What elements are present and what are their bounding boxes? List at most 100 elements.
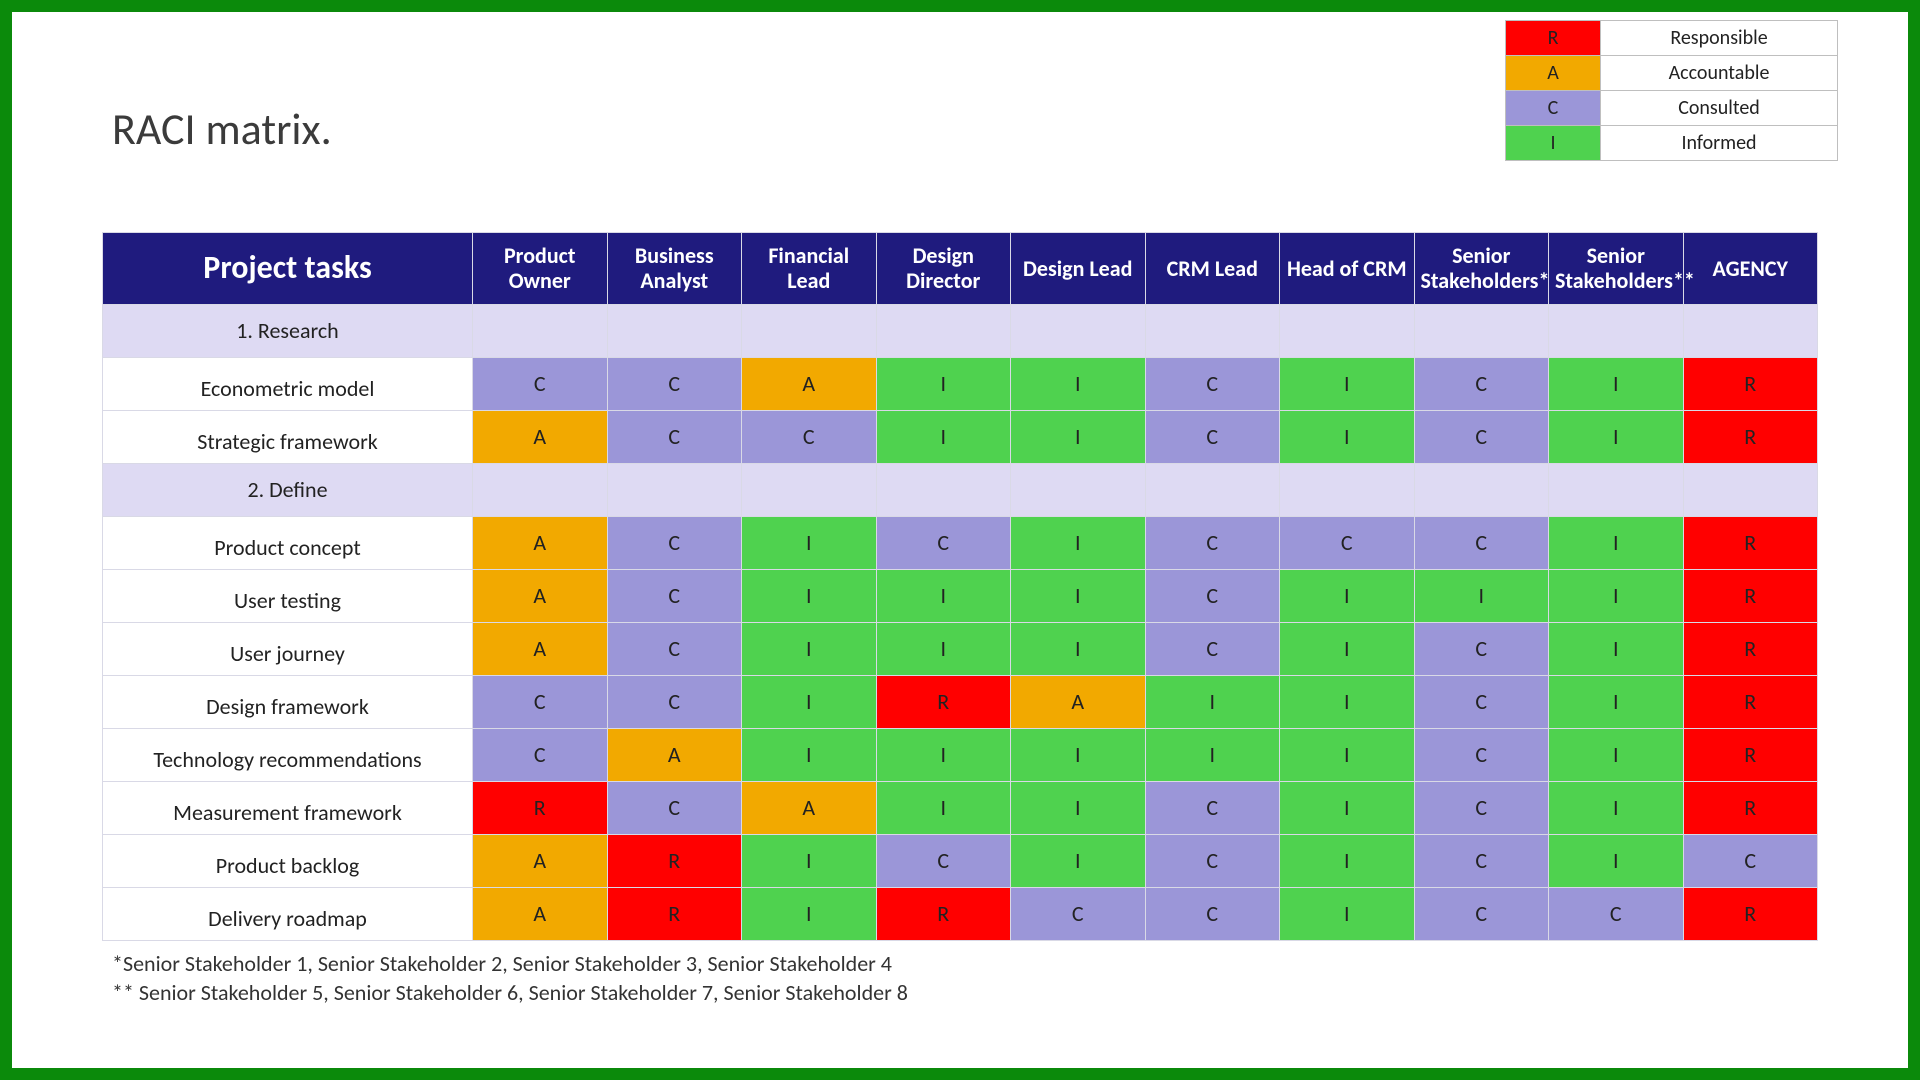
raci-cell: C [1414,675,1549,728]
section-row: 1. Research [103,304,1818,357]
task-label: User testing [103,569,473,622]
raci-cell: C [1145,781,1280,834]
raci-cell: C [473,357,608,410]
raci-cell: C [473,728,608,781]
raci-cell: C [1414,781,1549,834]
role-header: Senior Stakeholders** [1549,233,1684,305]
raci-cell: C [1145,887,1280,940]
raci-cell: A [473,622,608,675]
role-header: CRM Lead [1145,233,1280,305]
legend-label: Responsible [1601,21,1838,56]
section-spacer [1414,304,1549,357]
raci-cell: R [607,887,742,940]
raci-cell: R [1683,569,1818,622]
legend-label: Informed [1601,126,1838,161]
section-spacer [742,463,877,516]
task-row: Strategic frameworkACCIICICIR [103,410,1818,463]
role-header: Financial Lead [742,233,877,305]
task-row: User testingACIIICIIIR [103,569,1818,622]
footnotes: *Senior Stakeholder 1, Senior Stakeholde… [112,949,908,1008]
raci-cell: C [1549,887,1684,940]
raci-cell: C [1145,622,1280,675]
raci-cell: I [1280,675,1415,728]
raci-cell: C [1011,887,1146,940]
task-row: Technology recommendationsCAIIIIICIR [103,728,1818,781]
raci-cell: C [1414,834,1549,887]
legend-row: RResponsible [1506,21,1838,56]
legend-row: IInformed [1506,126,1838,161]
raci-cell: R [876,675,1011,728]
raci-cell: I [876,728,1011,781]
raci-cell: R [1683,728,1818,781]
task-label: Strategic framework [103,410,473,463]
raci-cell: R [1683,781,1818,834]
raci-cell: C [607,516,742,569]
raci-cell: A [1011,675,1146,728]
raci-cell: I [1145,728,1280,781]
raci-cell: R [473,781,608,834]
raci-cell: I [1549,569,1684,622]
task-row: Econometric modelCCAIICICIR [103,357,1818,410]
raci-matrix-table: Project tasksProduct OwnerBusiness Analy… [102,232,1818,941]
raci-cell: I [742,728,877,781]
raci-cell: I [1011,569,1146,622]
raci-cell: I [876,622,1011,675]
raci-cell: I [1011,728,1146,781]
task-label: Product concept [103,516,473,569]
raci-cell: I [1280,569,1415,622]
role-header: Design Lead [1011,233,1146,305]
raci-cell: R [1683,675,1818,728]
raci-cell: C [607,622,742,675]
raci-cell: I [1549,728,1684,781]
raci-cell: I [1011,622,1146,675]
raci-cell: I [1011,357,1146,410]
raci-cell: I [1549,834,1684,887]
raci-cell: C [1145,516,1280,569]
raci-cell: I [1280,357,1415,410]
task-label: Design framework [103,675,473,728]
legend-label: Consulted [1601,91,1838,126]
section-spacer [742,304,877,357]
raci-cell: C [1414,410,1549,463]
raci-cell: R [1683,516,1818,569]
raci-cell: I [742,569,877,622]
section-spacer [607,304,742,357]
section-spacer [473,304,608,357]
raci-legend: RResponsibleAAccountableCConsultedIInfor… [1505,20,1838,161]
raci-cell: I [742,834,877,887]
section-spacer [1683,463,1818,516]
raci-cell: I [1280,834,1415,887]
raci-cell: I [1280,728,1415,781]
legend-row: AAccountable [1506,56,1838,91]
task-row: Measurement frameworkRCAIICICIR [103,781,1818,834]
raci-cell: R [876,887,1011,940]
raci-cell: A [473,516,608,569]
page-title: RACI matrix. [112,102,332,156]
role-header: Head of CRM [1280,233,1415,305]
task-row: Design frameworkCCIRAIICIR [103,675,1818,728]
raci-cell: I [876,781,1011,834]
raci-cell: I [1280,622,1415,675]
raci-cell: I [1549,622,1684,675]
raci-cell: R [607,834,742,887]
legend-label: Accountable [1601,56,1838,91]
raci-cell: I [1549,675,1684,728]
raci-cell: C [607,781,742,834]
raci-cell: I [876,357,1011,410]
raci-cell: I [1011,516,1146,569]
raci-cell: A [607,728,742,781]
raci-cell: I [742,516,877,569]
footnote-line: *Senior Stakeholder 1, Senior Stakeholde… [112,949,908,979]
raci-cell: I [1280,410,1415,463]
raci-cell: C [473,675,608,728]
raci-cell: C [1145,410,1280,463]
raci-cell: I [742,887,877,940]
raci-cell: I [1145,675,1280,728]
raci-cell: I [1011,834,1146,887]
raci-cell: C [607,569,742,622]
section-spacer [1549,463,1684,516]
legend-code: C [1506,91,1601,126]
section-spacer [876,463,1011,516]
raci-cell: C [1145,357,1280,410]
role-header: AGENCY [1683,233,1818,305]
